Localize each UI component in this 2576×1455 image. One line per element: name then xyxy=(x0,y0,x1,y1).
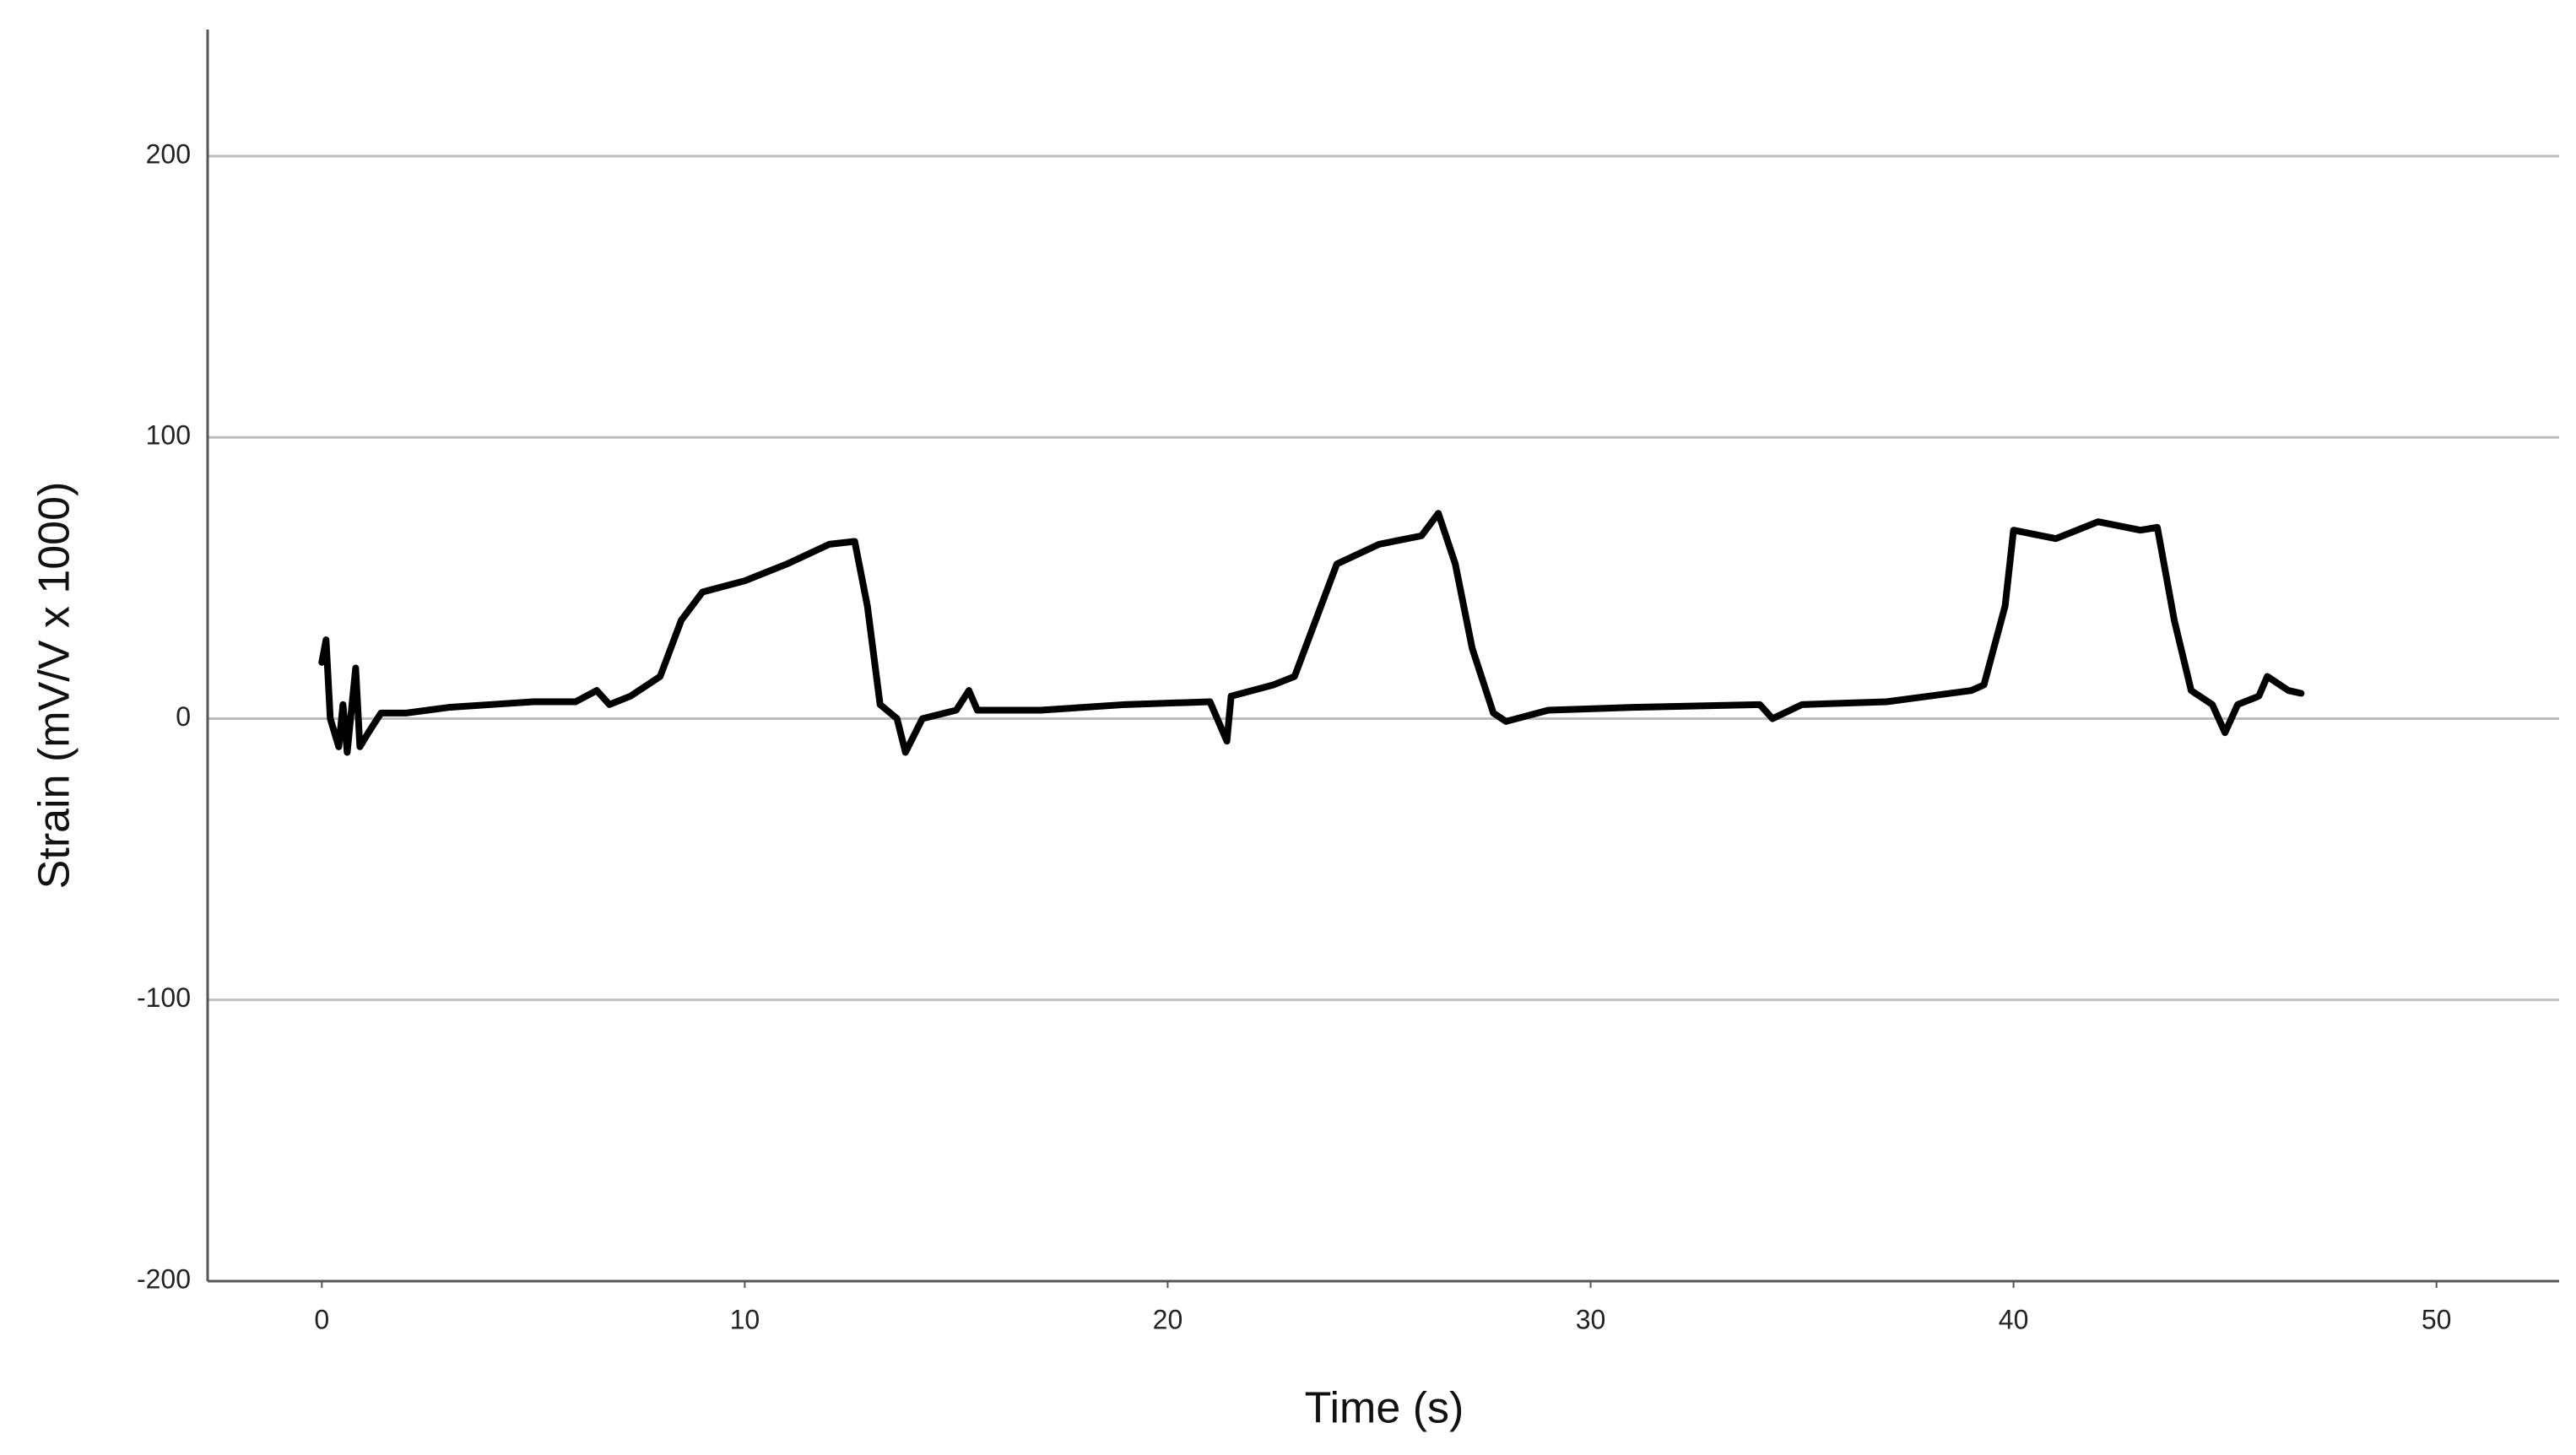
y-tick-label: 100 xyxy=(146,420,191,451)
x-tick-label: 30 xyxy=(1576,1304,1606,1334)
data-line xyxy=(318,510,2305,756)
y-tick-label: -100 xyxy=(137,982,191,1013)
x-tick-label: 50 xyxy=(2422,1304,2452,1334)
x-axis-title: Time (s) xyxy=(1305,1384,1464,1433)
y-axis-title: Strain (mV/V x 1000) xyxy=(30,482,79,890)
x-tick-label: 10 xyxy=(730,1304,760,1334)
y-tick-label: 200 xyxy=(146,138,191,169)
y-tick-label: -200 xyxy=(137,1263,191,1294)
x-tick-label: 20 xyxy=(1153,1304,1183,1334)
x-tick-label: 40 xyxy=(1999,1304,2029,1334)
x-tick-label: 0 xyxy=(314,1304,329,1334)
y-tick-label: 0 xyxy=(176,701,191,732)
